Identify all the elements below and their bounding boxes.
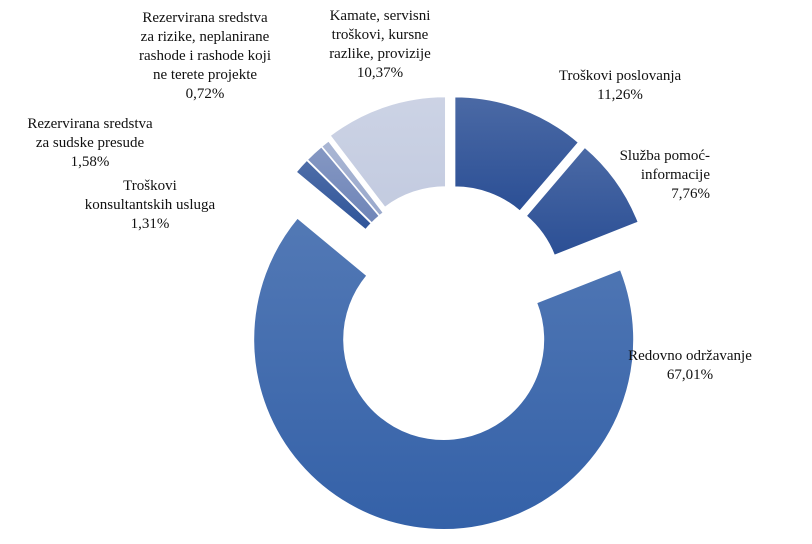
label-line: konsultantskih usluga [85,197,216,213]
category-label: Redovno održavanje [628,348,752,364]
slice-label: Kamate, servisni troškovi, kursne razlike,… [329,8,431,81]
label-line: razlike, provizije [329,46,431,62]
label-line: Troškovi poslovanja [559,68,682,84]
value-label: 11,26% [597,87,643,103]
donut-slice [306,146,380,224]
category-label: Rezervirana sredstva za sudske presude [27,116,153,151]
value-label: 7,76% [671,186,710,202]
donut-slice [321,140,384,217]
label-line: rashode i rashode koji [139,48,271,64]
donut-slice [454,96,580,212]
slice-label: Troškovi poslovanja 11,26% [559,68,682,103]
label-line: za rizike, neplanirane [141,29,270,45]
slice-label: Redovno održavanje 67,01% [628,348,752,383]
label-line: Služba pomoć- [620,148,710,164]
category-label: Troškovi poslovanja [559,68,682,84]
label-line: ne terete projekte [153,67,257,83]
donut-slice [253,217,635,530]
slice-label: Rezervirana sredstva za sudske presude 1,5… [27,116,153,170]
category-label: Kamate, servisni troškovi, kursne razlike,… [329,8,431,62]
value-label: 67,01% [667,367,713,383]
label-line: troškovi, kursne [332,27,429,43]
label-line: za sudske presude [36,135,145,151]
donut-slice [329,96,447,208]
category-label: Troškovi konsultantskih usluga [85,178,216,213]
slice-label: Rezervirana sredstva za rizike, neplanira… [139,10,271,102]
label-line: Kamate, servisni [330,8,431,24]
label-line: informacije [641,167,710,183]
label-line: Redovno održavanje [628,348,752,364]
value-label: 10,37% [357,65,403,81]
donut-slice [295,159,372,231]
label-line: Rezervirana sredstva [142,10,268,26]
donut-slice [525,146,639,256]
category-label: Služba pomoć-informacije [620,148,711,183]
value-label: 0,72% [186,86,225,102]
label-line: Rezervirana sredstva [27,116,153,132]
category-label: Rezervirana sredstva za rizike, neplanira… [139,10,271,83]
slice-label: Troškovi konsultantskih usluga 1,31% [85,178,216,232]
slice-label: Služba pomoć-informacije 7,76% [620,148,711,202]
value-label: 1,31% [131,216,170,232]
label-line: Troškovi [123,178,177,194]
value-label: 1,58% [71,154,110,170]
